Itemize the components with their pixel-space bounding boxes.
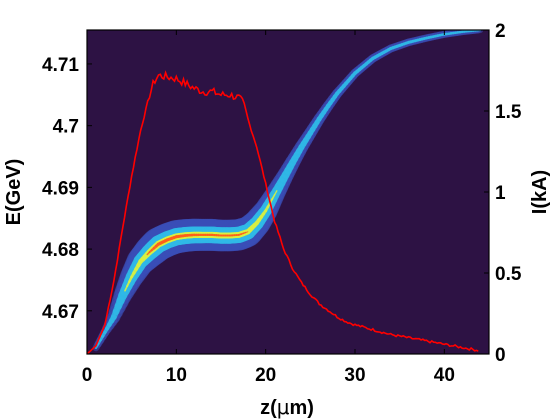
y-left-tick-label: 4.7 <box>53 117 79 138</box>
y-left-tick-label: 4.71 <box>42 55 79 76</box>
plot-background <box>87 30 489 354</box>
x-tick-label: 10 <box>166 365 187 386</box>
plot-area <box>87 30 489 354</box>
y-left-axis-label: E(GeV) <box>3 159 25 226</box>
density-high-segment <box>273 190 278 196</box>
current-profile-line <box>87 70 479 354</box>
x-axis-label-tail: m) <box>289 397 313 419</box>
density-peak-segment <box>245 231 249 234</box>
x-axis-label-greek: μ <box>277 395 290 419</box>
y-right-tick-label: 2 <box>495 21 506 42</box>
x-tick-label: 30 <box>344 365 365 386</box>
y-left-tick-label: 4.69 <box>42 178 79 199</box>
x-axis-label: z(μm) <box>260 395 314 419</box>
y-left-axis-ticks: 4.67 4.68 4.69 4.7 4.71 <box>42 55 92 323</box>
y-right-axis-ticks: 0 0.5 1 1.5 2 <box>484 21 522 366</box>
density-high-segment <box>271 193 276 200</box>
y-right-tick-label: 1 <box>495 183 506 204</box>
y-left-tick-label: 4.68 <box>42 240 79 261</box>
y-right-tick-label: 0 <box>495 345 506 366</box>
phase-space-density <box>92 30 484 352</box>
y-left-tick-label: 4.67 <box>42 302 79 323</box>
x-tick-label: 40 <box>434 365 455 386</box>
y-right-tick-label: 1.5 <box>495 102 522 123</box>
x-axis-label-main: z( <box>260 397 277 419</box>
y-right-tick-label: 0.5 <box>495 264 522 285</box>
x-axis-ticks: 0 10 20 30 40 <box>82 30 455 386</box>
x-tick-label: 0 <box>82 365 93 386</box>
y-right-axis-label: I(kA) <box>529 170 551 214</box>
x-tick-label: 20 <box>255 365 276 386</box>
